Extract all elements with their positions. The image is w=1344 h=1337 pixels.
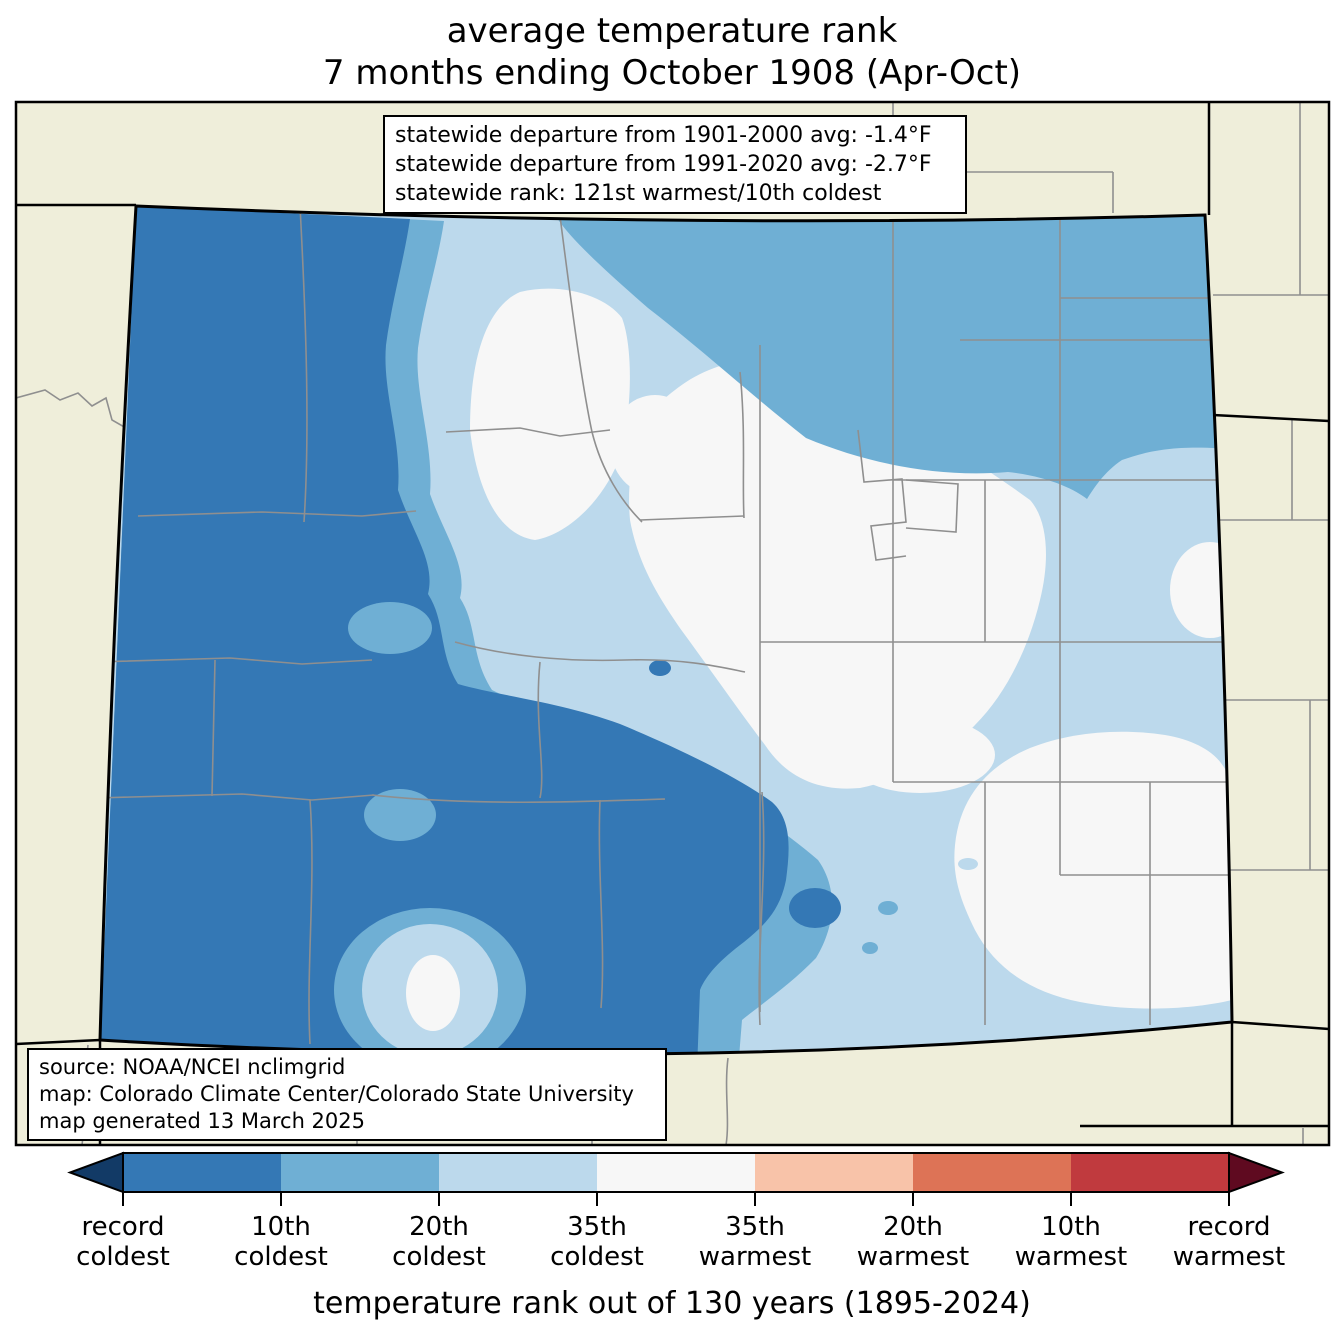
colorbar-seg-1 <box>123 1153 281 1192</box>
cb-label-record-warmest: record warmest <box>1172 1212 1286 1272</box>
island-record-10th <box>789 888 841 928</box>
source-attribution-box: source: NOAA/NCEI nclimgrid map: Colorad… <box>27 1048 667 1141</box>
rank-contour-fills <box>100 206 1232 1055</box>
island-20th-35th <box>958 858 978 870</box>
colorbar-caption: temperature rank out of 130 years (1895-… <box>313 1286 1031 1321</box>
colorbar-outline <box>122 1152 1230 1193</box>
island-10th-20th <box>878 901 898 915</box>
colorbar-seg-6 <box>913 1153 1071 1192</box>
cb-label-35th-coldest: 35th coldest <box>550 1212 644 1272</box>
source-line-3: map generated 13 March 2025 <box>39 1109 366 1133</box>
fill-spot-10th-20th <box>364 789 436 841</box>
stats-line-3: statewide rank: 121st warmest/10th colde… <box>395 181 882 206</box>
cb-label-10th-coldest: 10th coldest <box>234 1212 328 1272</box>
stats-line-1: statewide departure from 1901-2000 avg: … <box>395 123 932 148</box>
figure-title: average temperature rank 7 months ending… <box>0 10 1344 94</box>
colorbar-arrow-record-warmest <box>1228 1151 1285 1194</box>
cb-label-20th-warmest: 20th warmest <box>856 1212 970 1272</box>
colorbar-seg-3 <box>439 1153 597 1192</box>
colorbar-seg-4 <box>597 1153 755 1192</box>
island-10th-20th <box>862 942 878 954</box>
colorbar-ticks <box>122 1192 1230 1206</box>
cb-label-35th-warmest: 35th warmest <box>698 1212 812 1272</box>
colorbar-seg-5 <box>755 1153 913 1192</box>
cb-label-10th-warmest: 10th warmest <box>1014 1212 1128 1272</box>
cb-label-20th-coldest: 20th coldest <box>392 1212 486 1272</box>
bullseye-center-near-median <box>406 955 460 1031</box>
source-line-1: source: NOAA/NCEI nclimgrid <box>39 1055 346 1079</box>
source-line-2: map: Colorado Climate Center/Colorado St… <box>39 1082 634 1106</box>
fill-spot-10th-20th <box>348 602 432 654</box>
colorbar-seg-2 <box>281 1153 439 1192</box>
stats-line-2: statewide departure from 1991-2020 avg: … <box>395 152 932 177</box>
fill-10th-20th-coldest-northeast <box>552 206 1232 499</box>
map-frame <box>14 100 1331 1147</box>
colorbar-seg-7 <box>1071 1153 1229 1192</box>
colorbar-arrow-record-coldest <box>67 1151 124 1194</box>
colorado-state-border <box>98 204 1234 1056</box>
figure-title-line1: average temperature rank <box>446 11 898 51</box>
fill-record-10th-coldest-west <box>100 206 789 1055</box>
colorbar <box>67 1151 1285 1206</box>
figure-title-line2: 7 months ending October 1908 (Apr-Oct) <box>322 53 1022 93</box>
county-lines <box>100 206 1232 1045</box>
island-record-10th <box>649 660 671 676</box>
statewide-stats-box: statewide departure from 1901-2000 avg: … <box>383 115 967 214</box>
cb-label-record-coldest: record coldest <box>76 1212 170 1272</box>
